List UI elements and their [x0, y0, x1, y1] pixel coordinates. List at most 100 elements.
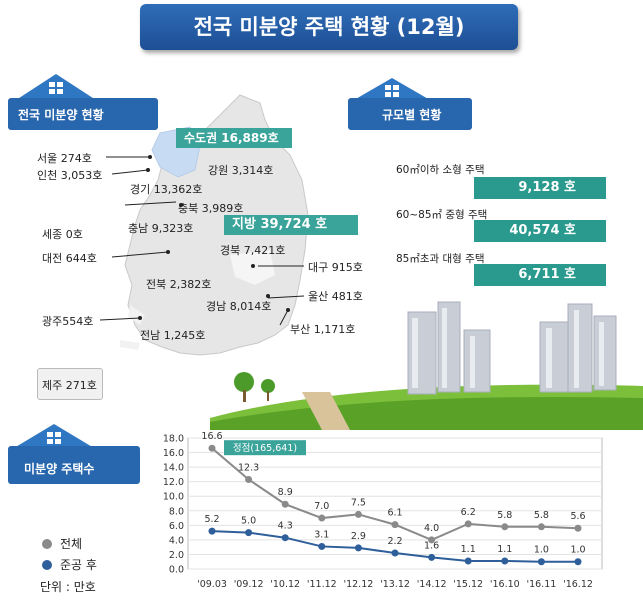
data-label: 8.9	[278, 487, 293, 498]
local-region-tag: 지방 39,724 호	[224, 215, 358, 235]
data-label: 2.2	[387, 536, 402, 547]
y-tick-label: 2.0	[169, 550, 184, 561]
data-labels: 16.6 12.3 8.9 7.0 7.5 6.1 4.0 6.2 5.8 5.8 5.6 5.2 5.…	[201, 431, 585, 556]
legend-completed: 준공 후	[42, 556, 97, 573]
data-point	[245, 475, 253, 483]
x-tick-label: '09.03	[197, 579, 227, 590]
x-tick-label: '15.12	[453, 579, 483, 590]
x-tick-label: '16.11	[526, 579, 556, 590]
y-tick-label: 14.0	[163, 463, 184, 474]
data-label: 5.8	[534, 510, 549, 521]
legend-total: 전체	[42, 535, 82, 552]
trend-section-header	[8, 424, 140, 484]
region-chungbuk: 충북 3,989호	[178, 202, 244, 215]
data-label: 1.0	[570, 545, 585, 556]
x-tick-label: '16.12	[563, 579, 593, 590]
region-busan: 부산 1,171호	[290, 323, 356, 336]
region-seoul: 서울 274호	[37, 152, 92, 165]
y-tick-label: 4.0	[169, 535, 184, 546]
region-daejeon: 대전 644호	[42, 252, 97, 265]
data-point	[537, 558, 545, 566]
y-tick-label: 18.0	[163, 434, 184, 445]
data-point	[208, 527, 216, 535]
region-gangwon: 강원 3,314호	[208, 164, 274, 177]
peak-annotation-label: 정점(165,641)	[233, 442, 297, 454]
y-tick-label: 16.0	[163, 448, 184, 459]
data-point	[354, 544, 362, 552]
data-point	[537, 523, 545, 531]
data-label: 5.6	[570, 511, 585, 522]
y-tick-label: 8.0	[169, 506, 184, 517]
size-small-value: 9,128 호	[474, 177, 606, 199]
x-tick-label: '14.12	[417, 579, 447, 590]
data-point	[245, 529, 253, 537]
page-title: 전국 미분양 주택 현황 (12월)	[140, 4, 518, 50]
data-label: 1.6	[424, 540, 439, 551]
size-medium-value: 40,574 호	[474, 220, 606, 242]
size-section-heading: 규모별 현황	[382, 108, 442, 122]
data-label: 4.3	[278, 521, 293, 532]
data-label: 1.1	[497, 544, 512, 555]
y-tick-label: 0.0	[169, 565, 184, 576]
x-tick-label: '13.12	[380, 579, 410, 590]
size-section-header	[348, 78, 472, 130]
data-point	[391, 521, 399, 529]
data-label: 6.1	[387, 508, 402, 519]
data-label: 16.6	[201, 431, 222, 442]
region-sejong: 세종 0호	[42, 228, 83, 241]
data-point	[574, 524, 582, 532]
data-label: 4.0	[424, 523, 439, 534]
data-point	[501, 523, 509, 531]
region-gyeongbuk: 경북 7,421호	[220, 244, 286, 257]
data-point	[428, 536, 436, 544]
region-ulsan: 울산 481호	[308, 290, 363, 303]
data-label: 6.2	[461, 507, 476, 518]
data-label: 1.1	[461, 544, 476, 555]
cityscape-illustration	[210, 301, 643, 430]
data-point	[354, 510, 362, 518]
region-jeonbuk: 전북 2,382호	[146, 278, 212, 291]
data-point	[464, 520, 472, 528]
data-label: 1.0	[534, 545, 549, 556]
data-label: 5.8	[497, 510, 512, 521]
data-label: 7.0	[314, 501, 329, 512]
y-tick-label: 12.0	[163, 477, 184, 488]
data-point	[501, 557, 509, 565]
data-label: 5.2	[204, 514, 219, 525]
data-point	[281, 534, 289, 542]
legend-completed-label: 준공 후	[60, 558, 97, 572]
data-label: 7.5	[351, 497, 366, 508]
x-axis-ticks: '09.03 '09.12 '10.12 '11.12 '12.12 '13.12 '14.…	[197, 579, 593, 590]
x-tick-label: '11.12	[307, 579, 337, 590]
size-medium-label: 60~85㎡ 중형 주택	[396, 209, 488, 221]
data-point	[391, 549, 399, 557]
data-point	[318, 514, 326, 522]
region-gyeonggi: 경기 13,362호	[130, 183, 203, 196]
trend-line-chart: 18.0 16.0 14.0 12.0 10.0 8.0 6.0 4.0 2.0 0.0 '09.…	[163, 431, 603, 590]
data-point	[574, 558, 582, 566]
region-jeonnam: 전남 1,245호	[140, 329, 206, 342]
x-tick-label: '09.12	[234, 579, 264, 590]
trend-section-heading: 미분양 주택수	[24, 462, 95, 476]
data-point	[464, 557, 472, 565]
region-jeju: 제주 271호	[42, 379, 97, 392]
peak-annotation-box	[224, 440, 306, 456]
x-tick-label: '10.12	[270, 579, 300, 590]
region-gwangju: 광주554호	[42, 315, 94, 328]
legend-completed-swatch	[42, 560, 52, 570]
data-label: 3.1	[314, 529, 329, 540]
data-point	[281, 500, 289, 508]
map-section-heading: 전국 미분양 현황	[18, 108, 104, 122]
jeju-island	[37, 368, 103, 400]
series-points	[208, 444, 582, 566]
size-large-value: 6,711 호	[474, 264, 606, 286]
data-label: 12.3	[238, 462, 259, 473]
x-tick-label: '16.10	[490, 579, 520, 590]
x-tick-label: '12.12	[343, 579, 373, 590]
region-daegu: 대구 915호	[308, 261, 363, 274]
region-gyeongnam: 경남 8,014호	[206, 300, 272, 313]
data-point	[428, 553, 436, 561]
y-axis-ticks: 18.0 16.0 14.0 12.0 10.0 8.0 6.0 4.0 2.0 0.0	[163, 434, 184, 576]
data-point	[208, 444, 216, 452]
